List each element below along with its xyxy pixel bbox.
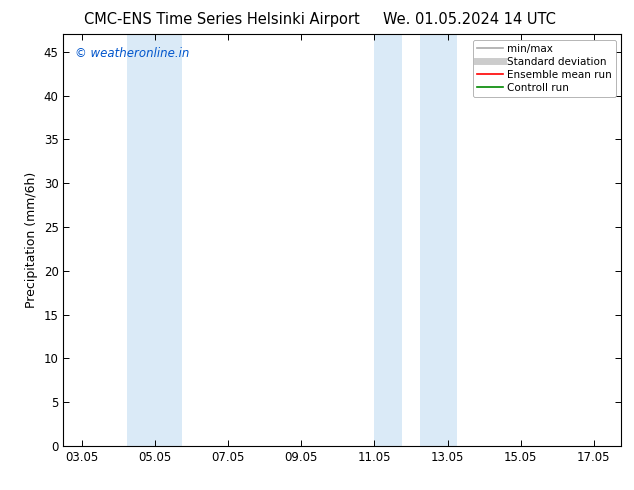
Text: CMC-ENS Time Series Helsinki Airport: CMC-ENS Time Series Helsinki Airport bbox=[84, 12, 359, 27]
Y-axis label: Precipitation (mm/6h): Precipitation (mm/6h) bbox=[25, 172, 38, 308]
Bar bbox=[374, 34, 402, 446]
Bar bbox=[127, 34, 183, 446]
Legend: min/max, Standard deviation, Ensemble mean run, Controll run: min/max, Standard deviation, Ensemble me… bbox=[473, 40, 616, 97]
Text: We. 01.05.2024 14 UTC: We. 01.05.2024 14 UTC bbox=[383, 12, 555, 27]
Bar bbox=[420, 34, 456, 446]
Text: © weatheronline.in: © weatheronline.in bbox=[75, 47, 189, 60]
